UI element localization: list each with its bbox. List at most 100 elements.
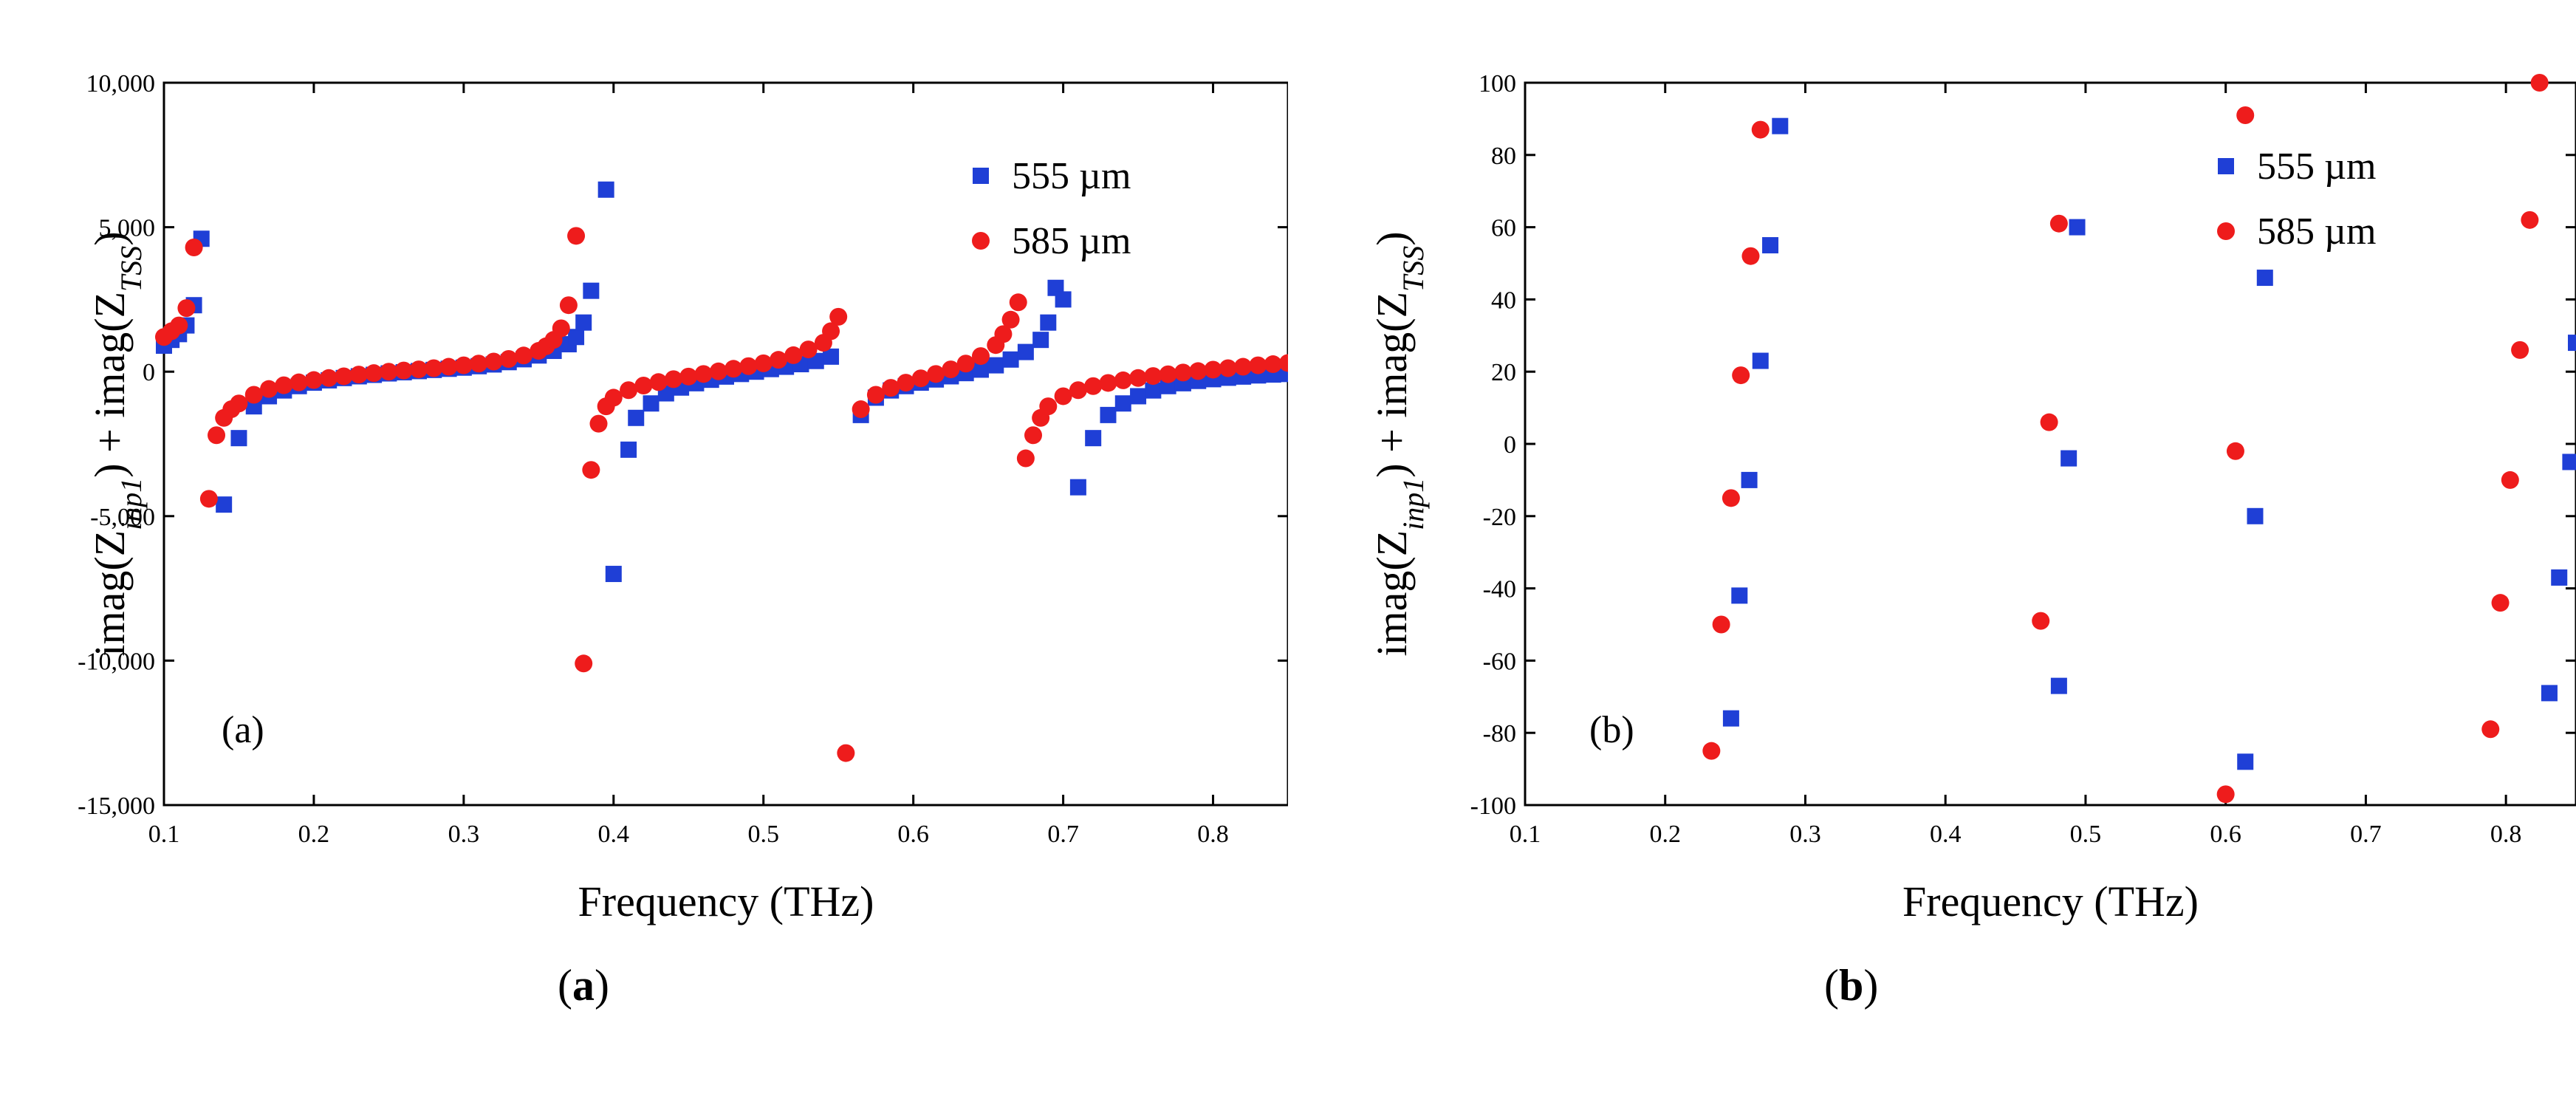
legend-label-585: 585 µm [1012, 220, 1131, 262]
panel-label: (a) [222, 709, 264, 751]
data-point-585 [1099, 374, 1117, 392]
chart-a: 0.1 0.2 0.3 0.4 0.5 0.6 0.7 0.8 -15,000 -10,000 -5… [78, 70, 1288, 925]
data-point-585 [927, 365, 945, 383]
data-point-585 [552, 319, 570, 338]
data-point-555 [987, 357, 1004, 374]
x-tick-label: 0.3 [1789, 821, 1821, 848]
data-point-585 [911, 369, 930, 388]
data-point-585 [244, 386, 263, 404]
data-point-585 [882, 379, 900, 397]
x-tick-label: 0.4 [1930, 821, 1962, 848]
data-point-585 [971, 347, 990, 366]
data-point-585 [1234, 357, 1253, 376]
y-tick-label: -15,000 [78, 793, 155, 820]
series-585 [155, 227, 1288, 762]
data-point-585 [575, 654, 593, 673]
data-point-585 [1741, 247, 1760, 265]
data-point-585 [822, 322, 840, 340]
data-point-555 [1085, 430, 1102, 447]
data-point-555 [2541, 685, 2558, 702]
y-tick-label: -60 [1483, 648, 1516, 675]
x-tick-label: 0.8 [2490, 821, 2522, 848]
data-point-585 [589, 414, 608, 433]
x-axis-label: Frequency (THz) [578, 877, 874, 925]
data-point-585 [1712, 615, 1730, 634]
x-tick-label: 0.1 [1510, 821, 1541, 848]
y-tick-label: -10,000 [78, 648, 155, 675]
data-point-585 [709, 362, 727, 380]
y-tick-label: 0 [143, 359, 155, 386]
data-point-585 [2481, 720, 2500, 739]
data-point-585 [208, 426, 226, 445]
data-point-555 [2562, 454, 2576, 470]
data-point-555 [2568, 335, 2576, 352]
legend-label-555: 555 µm [1012, 155, 1131, 197]
x-tick-label: 0.2 [298, 821, 330, 848]
data-point-585 [365, 364, 383, 383]
data-point-555 [1069, 479, 1086, 496]
y-axis-label: imag(Zinp1) + imag(ZTSS) [1368, 231, 1430, 656]
data-point-585 [1189, 362, 1208, 380]
data-point-585 [2511, 340, 2529, 359]
y-tick-label: -20 [1483, 504, 1516, 531]
data-point-585 [394, 361, 413, 380]
x-tick-label: 0.5 [2070, 821, 2102, 848]
data-point-585 [1016, 449, 1035, 468]
data-point-585 [837, 744, 855, 762]
y-tick-label: 20 [1491, 359, 1516, 386]
data-point-585 [739, 357, 758, 375]
x-tick-label: 0.1 [148, 821, 180, 848]
y-tick-label: -40 [1483, 576, 1516, 603]
legend-marker-585 [972, 232, 990, 250]
data-point-585 [679, 367, 698, 386]
data-point-585 [942, 360, 960, 379]
data-point-585 [724, 360, 743, 378]
x-tick-label: 0.7 [2350, 821, 2382, 848]
data-point-585 [409, 360, 428, 379]
data-point-585 [1084, 377, 1103, 395]
y-tick-label: 5,000 [99, 215, 156, 242]
data-point-555 [1100, 406, 1117, 423]
data-point-585 [1722, 489, 1740, 507]
data-point-585 [439, 357, 458, 376]
data-point-585 [1751, 120, 1770, 139]
data-point-555 [568, 329, 585, 346]
x-tick-label: 0.3 [448, 821, 480, 848]
data-point-585 [2530, 74, 2549, 92]
data-point-585 [484, 352, 503, 371]
y-tick-label: 80 [1491, 143, 1516, 170]
series-585 [1702, 74, 2549, 804]
data-point-585 [956, 355, 975, 373]
data-point-555 [628, 409, 645, 426]
x-tick-label: 0.6 [2210, 821, 2241, 848]
data-point-585 [1174, 363, 1192, 382]
data-point-585 [567, 227, 586, 245]
data-point-585 [320, 369, 338, 387]
data-point-585 [454, 356, 473, 374]
data-point-555 [605, 566, 622, 583]
data-point-555 [2069, 219, 2086, 236]
data-point-555 [620, 441, 637, 458]
y-tick-label: 60 [1491, 215, 1516, 242]
data-point-585 [380, 363, 398, 381]
data-point-555 [583, 282, 600, 299]
data-point-555 [1032, 332, 1049, 349]
chart-b: 0.1 0.2 0.3 0.4 0.5 0.6 0.7 0.8 -100 -80 -60 -40 -20… [1368, 70, 2576, 925]
data-point-555 [2061, 450, 2077, 467]
data-point-585 [199, 490, 218, 508]
data-point-585 [2032, 612, 2050, 630]
data-point-585 [1279, 354, 1288, 372]
data-point-555 [643, 395, 660, 412]
data-point-555 [2247, 507, 2264, 524]
data-point-585 [784, 346, 803, 364]
data-point-555 [230, 430, 247, 447]
data-point-585 [1702, 742, 1721, 760]
data-point-555 [823, 348, 840, 365]
data-point-585 [1009, 293, 1027, 312]
data-point-555 [1762, 237, 1779, 254]
data-point-555 [1741, 471, 1758, 488]
data-point-585 [260, 380, 278, 398]
data-point-555 [1752, 352, 1769, 369]
data-point-585 [230, 394, 248, 413]
data-point-585 [1024, 426, 1043, 445]
